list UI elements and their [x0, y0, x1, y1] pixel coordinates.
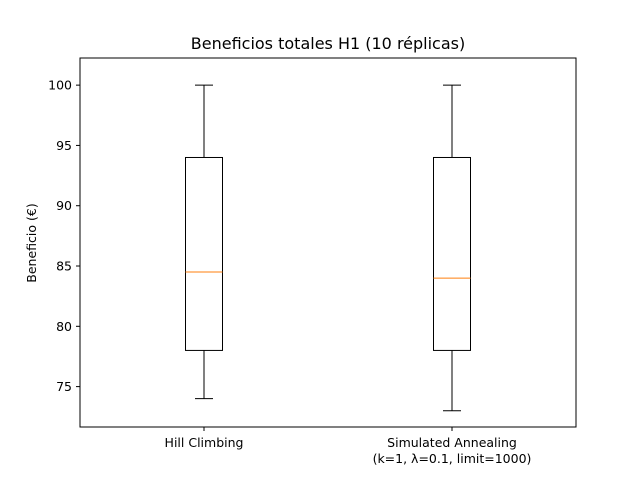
y-axis: 75 80 85 90 95 100: [48, 78, 80, 394]
y-axis-label: Beneficio (€): [24, 203, 39, 282]
y-tick-label: 85: [56, 259, 72, 274]
y-tick-label: 90: [56, 198, 72, 213]
y-tick-label: 80: [56, 319, 72, 334]
iqr-box: [185, 156, 223, 351]
x-axis: Hill Climbing Simulated Annealing(k=1, λ=…: [165, 427, 532, 466]
x-tick-label: Simulated Annealing: [387, 435, 517, 450]
x-tick-label: Hill Climbing: [165, 435, 244, 450]
box-2: [433, 84, 471, 412]
box-1: [185, 84, 223, 400]
y-tick-label: 95: [56, 138, 72, 153]
y-tick-label: 100: [48, 78, 72, 93]
x-tick-label: (k=1, λ=0.1, limit=1000): [373, 451, 532, 466]
y-tick-label: 75: [56, 379, 72, 394]
plot-area-frame: [79, 57, 577, 428]
iqr-box: [433, 156, 471, 351]
chart-title: Beneficios totales H1 (10 réplicas): [191, 34, 465, 53]
boxes-layer: [185, 84, 471, 412]
